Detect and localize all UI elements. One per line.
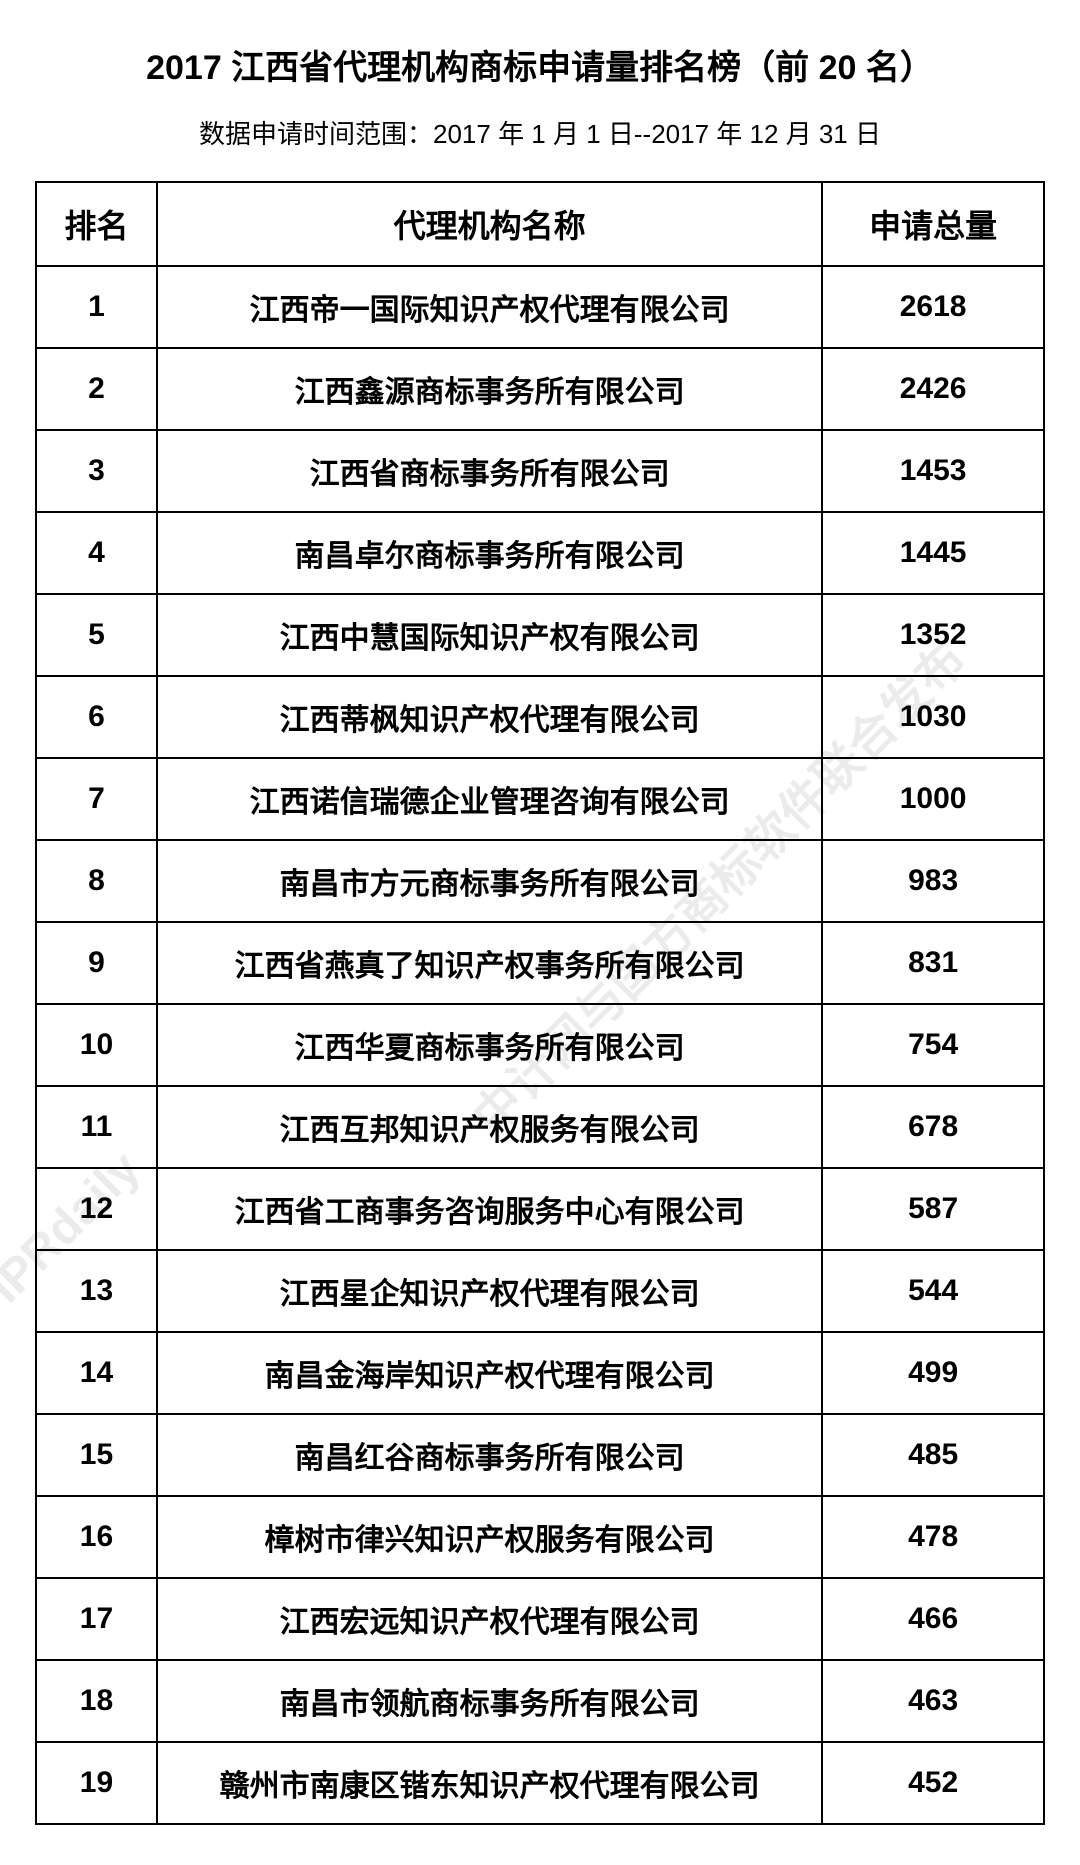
agency-name-cell: 江西鑫源商标事务所有限公司 [157, 348, 822, 430]
table-header-row: 排名 代理机构名称 申请总量 [36, 182, 1044, 266]
rank-cell: 19 [36, 1742, 157, 1824]
table-row: 4南昌卓尔商标事务所有限公司1445 [36, 512, 1044, 594]
application-count-cell: 678 [822, 1086, 1044, 1168]
table-row: 10江西华夏商标事务所有限公司754 [36, 1004, 1044, 1086]
rank-cell: 14 [36, 1332, 157, 1414]
table-row: 13江西星企知识产权代理有限公司544 [36, 1250, 1044, 1332]
table-row: 3江西省商标事务所有限公司1453 [36, 430, 1044, 512]
agency-name-cell: 江西华夏商标事务所有限公司 [157, 1004, 822, 1086]
table-row: 14南昌金海岸知识产权代理有限公司499 [36, 1332, 1044, 1414]
application-count-cell: 2618 [822, 266, 1044, 348]
rank-cell: 16 [36, 1496, 157, 1578]
page-subtitle: 数据申请时间范围：2017 年 1 月 1 日--2017 年 12 月 31 … [35, 114, 1045, 151]
rank-cell: 12 [36, 1168, 157, 1250]
rank-cell: 6 [36, 676, 157, 758]
table-row: 6江西蒂枫知识产权代理有限公司1030 [36, 676, 1044, 758]
application-count-cell: 1445 [822, 512, 1044, 594]
table-row: 15南昌红谷商标事务所有限公司485 [36, 1414, 1044, 1496]
table-row: 8南昌市方元商标事务所有限公司983 [36, 840, 1044, 922]
column-header-count: 申请总量 [822, 182, 1044, 266]
table-row: 5江西中慧国际知识产权有限公司1352 [36, 594, 1044, 676]
application-count-cell: 463 [822, 1660, 1044, 1742]
rank-cell: 9 [36, 922, 157, 1004]
application-count-cell: 1000 [822, 758, 1044, 840]
rank-cell: 1 [36, 266, 157, 348]
agency-name-cell: 江西省燕真了知识产权事务所有限公司 [157, 922, 822, 1004]
table-row: 18南昌市领航商标事务所有限公司463 [36, 1660, 1044, 1742]
application-count-cell: 2426 [822, 348, 1044, 430]
rank-cell: 5 [36, 594, 157, 676]
rank-cell: 11 [36, 1086, 157, 1168]
rank-cell: 4 [36, 512, 157, 594]
column-header-rank: 排名 [36, 182, 157, 266]
rank-cell: 7 [36, 758, 157, 840]
application-count-cell: 485 [822, 1414, 1044, 1496]
agency-name-cell: 南昌市方元商标事务所有限公司 [157, 840, 822, 922]
agency-name-cell: 赣州市南康区锴东知识产权代理有限公司 [157, 1742, 822, 1824]
application-count-cell: 1352 [822, 594, 1044, 676]
agency-name-cell: 南昌红谷商标事务所有限公司 [157, 1414, 822, 1496]
rank-cell: 17 [36, 1578, 157, 1660]
rank-cell: 13 [36, 1250, 157, 1332]
table-row: 17江西宏远知识产权代理有限公司466 [36, 1578, 1044, 1660]
agency-name-cell: 南昌卓尔商标事务所有限公司 [157, 512, 822, 594]
rank-cell: 3 [36, 430, 157, 512]
table-row: 11江西互邦知识产权服务有限公司678 [36, 1086, 1044, 1168]
table-row: 12江西省工商事务咨询服务中心有限公司587 [36, 1168, 1044, 1250]
agency-name-cell: 江西中慧国际知识产权有限公司 [157, 594, 822, 676]
application-count-cell: 544 [822, 1250, 1044, 1332]
application-count-cell: 466 [822, 1578, 1044, 1660]
agency-name-cell: 南昌市领航商标事务所有限公司 [157, 1660, 822, 1742]
table-row: 9江西省燕真了知识产权事务所有限公司831 [36, 922, 1044, 1004]
table-row: 19赣州市南康区锴东知识产权代理有限公司452 [36, 1742, 1044, 1824]
ranking-table: 排名 代理机构名称 申请总量 1江西帝一国际知识产权代理有限公司26182江西鑫… [35, 181, 1045, 1825]
agency-name-cell: 江西帝一国际知识产权代理有限公司 [157, 266, 822, 348]
rank-cell: 8 [36, 840, 157, 922]
column-header-name: 代理机构名称 [157, 182, 822, 266]
agency-name-cell: 江西星企知识产权代理有限公司 [157, 1250, 822, 1332]
rank-cell: 2 [36, 348, 157, 430]
table-row: 2江西鑫源商标事务所有限公司2426 [36, 348, 1044, 430]
agency-name-cell: 江西宏远知识产权代理有限公司 [157, 1578, 822, 1660]
application-count-cell: 1030 [822, 676, 1044, 758]
application-count-cell: 754 [822, 1004, 1044, 1086]
agency-name-cell: 江西互邦知识产权服务有限公司 [157, 1086, 822, 1168]
table-row: 1江西帝一国际知识产权代理有限公司2618 [36, 266, 1044, 348]
table-row: 16樟树市律兴知识产权服务有限公司478 [36, 1496, 1044, 1578]
rank-cell: 15 [36, 1414, 157, 1496]
page-title: 2017 江西省代理机构商标申请量排名榜（前 20 名） [35, 40, 1045, 89]
agency-name-cell: 江西省工商事务咨询服务中心有限公司 [157, 1168, 822, 1250]
application-count-cell: 831 [822, 922, 1044, 1004]
application-count-cell: 499 [822, 1332, 1044, 1414]
application-count-cell: 452 [822, 1742, 1044, 1824]
rank-cell: 10 [36, 1004, 157, 1086]
rank-cell: 18 [36, 1660, 157, 1742]
application-count-cell: 1453 [822, 430, 1044, 512]
agency-name-cell: 江西省商标事务所有限公司 [157, 430, 822, 512]
table-row: 7江西诺信瑞德企业管理咨询有限公司1000 [36, 758, 1044, 840]
application-count-cell: 983 [822, 840, 1044, 922]
agency-name-cell: 樟树市律兴知识产权服务有限公司 [157, 1496, 822, 1578]
agency-name-cell: 江西诺信瑞德企业管理咨询有限公司 [157, 758, 822, 840]
application-count-cell: 478 [822, 1496, 1044, 1578]
application-count-cell: 587 [822, 1168, 1044, 1250]
agency-name-cell: 南昌金海岸知识产权代理有限公司 [157, 1332, 822, 1414]
agency-name-cell: 江西蒂枫知识产权代理有限公司 [157, 676, 822, 758]
